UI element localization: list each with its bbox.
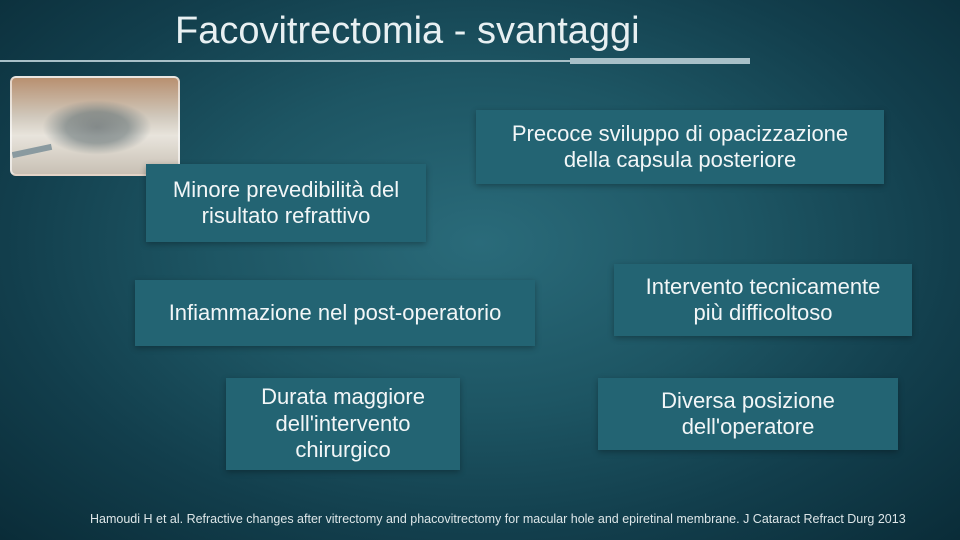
box-durata-maggiore: Durata maggiore dell'intervento chirurgi…: [226, 378, 460, 470]
title-underline: [0, 60, 750, 62]
box-precoce-sviluppo: Precoce sviluppo di opacizzazione della …: [476, 110, 884, 184]
box-intervento-difficoltoso: Intervento tecnicamente più difficoltoso: [614, 264, 912, 336]
eye-illustration-thumb: [10, 76, 180, 176]
box-infiammazione: Infiammazione nel post-operatorio: [135, 280, 535, 346]
citation-text: Hamoudi H et al. Refractive changes afte…: [90, 512, 906, 526]
slide-title: Facovitrectomia - svantaggi: [175, 10, 640, 53]
box-minore-prevedibilita: Minore prevedibilità del risultato refra…: [146, 164, 426, 242]
box-diversa-posizione: Diversa posizione dell'operatore: [598, 378, 898, 450]
